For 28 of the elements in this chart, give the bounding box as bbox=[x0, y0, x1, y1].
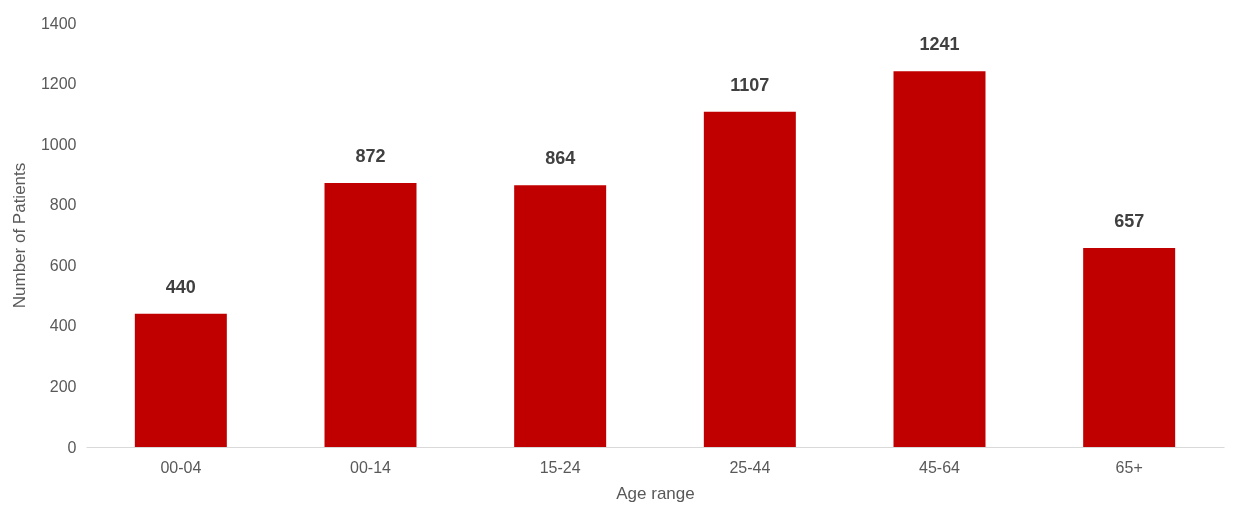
data-label: 1241 bbox=[919, 34, 960, 55]
data-label: 1107 bbox=[730, 74, 770, 95]
y-tick-label: 200 bbox=[49, 377, 77, 395]
bar bbox=[134, 313, 227, 447]
y-axis-title: Number of Patients bbox=[9, 162, 29, 309]
bar bbox=[1083, 248, 1176, 447]
data-label: 657 bbox=[1114, 211, 1145, 232]
data-label: 440 bbox=[165, 276, 196, 297]
x-tick-label: 00-04 bbox=[160, 458, 202, 476]
bar bbox=[893, 71, 986, 447]
x-tick-label: 25-44 bbox=[729, 458, 771, 476]
x-tick-label: 15-24 bbox=[539, 458, 581, 476]
y-tick-label: 1200 bbox=[40, 75, 77, 93]
bar bbox=[324, 182, 417, 447]
bar bbox=[703, 111, 796, 447]
data-label: 872 bbox=[355, 145, 386, 166]
x-axis-title: Age range bbox=[616, 483, 695, 503]
x-tick-label: 00-14 bbox=[350, 458, 392, 476]
bar bbox=[514, 185, 607, 447]
x-tick-label: 45-64 bbox=[919, 458, 961, 476]
y-tick-label: 600 bbox=[49, 256, 77, 274]
y-tick-label: 1000 bbox=[40, 135, 77, 153]
y-tick-label: 800 bbox=[49, 196, 77, 214]
data-label: 864 bbox=[545, 148, 576, 169]
y-tick-label: 400 bbox=[49, 317, 77, 335]
y-tick-label: 0 bbox=[67, 438, 77, 456]
y-tick-label: 1400 bbox=[40, 14, 77, 32]
x-tick-label: 65+ bbox=[1115, 458, 1143, 476]
